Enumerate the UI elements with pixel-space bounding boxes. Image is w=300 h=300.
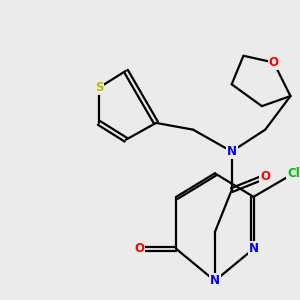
Text: O: O xyxy=(134,242,144,255)
Text: Cl: Cl xyxy=(287,167,300,180)
Text: O: O xyxy=(260,170,270,183)
Text: S: S xyxy=(95,81,103,94)
Text: N: N xyxy=(227,145,237,158)
Text: O: O xyxy=(269,56,279,69)
Text: N: N xyxy=(248,242,259,255)
Text: N: N xyxy=(210,274,220,287)
